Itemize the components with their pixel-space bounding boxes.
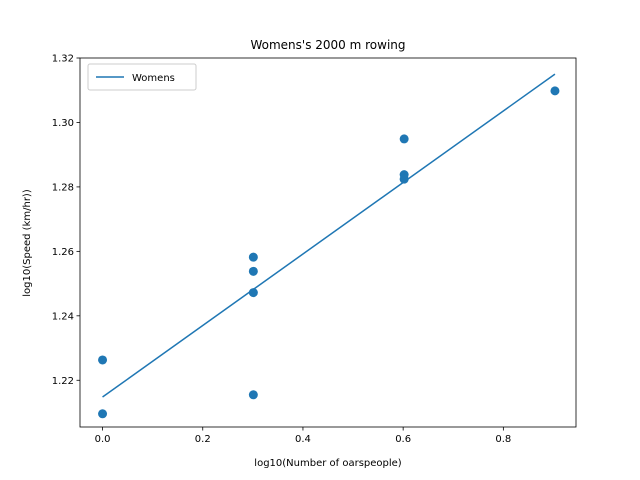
y-tick-label-3: 1.28 [52, 182, 74, 193]
axes-frame [79, 57, 577, 428]
y-tick-label-1: 1.24 [52, 311, 74, 322]
x-tick-label-2: 0.4 [295, 434, 311, 445]
data-point-2 [248, 252, 258, 262]
legend: Womens [87, 63, 197, 91]
x-tick-label-1: 0.2 [195, 434, 211, 445]
chart-title: Womens's 2000 m rowing [250, 38, 405, 52]
data-point-1 [98, 409, 108, 419]
y-tick-label-2: 1.26 [52, 247, 74, 258]
x-tick-label-3: 0.6 [395, 434, 411, 445]
data-point-9 [550, 86, 560, 96]
legend-box [87, 63, 197, 91]
series-line-womens [102, 73, 556, 398]
x-tick-label-4: 0.8 [495, 434, 511, 445]
y-tick-label-5: 1.32 [52, 54, 74, 65]
data-point-5 [248, 390, 258, 400]
y-tick-label-4: 1.30 [52, 118, 74, 129]
data-point-3 [248, 266, 258, 276]
x-tick-label-0: 0.0 [95, 434, 111, 445]
data-point-6 [399, 134, 409, 144]
data-point-0 [98, 355, 108, 365]
y-axis-label: log10(Speed (km/hr)) [22, 189, 33, 297]
legend-label-womens: Womens [132, 73, 175, 84]
data-point-8 [399, 174, 409, 184]
y-tick-label-0: 1.22 [52, 376, 74, 387]
data-point-4 [248, 288, 258, 298]
plot-area: 0.0 0.2 0.4 0.6 0.8 1.22 1.24 1.26 1.28 1.30 1.32 [52, 54, 577, 445]
x-axis-label: log10(Number of oarspeople) [254, 458, 402, 469]
